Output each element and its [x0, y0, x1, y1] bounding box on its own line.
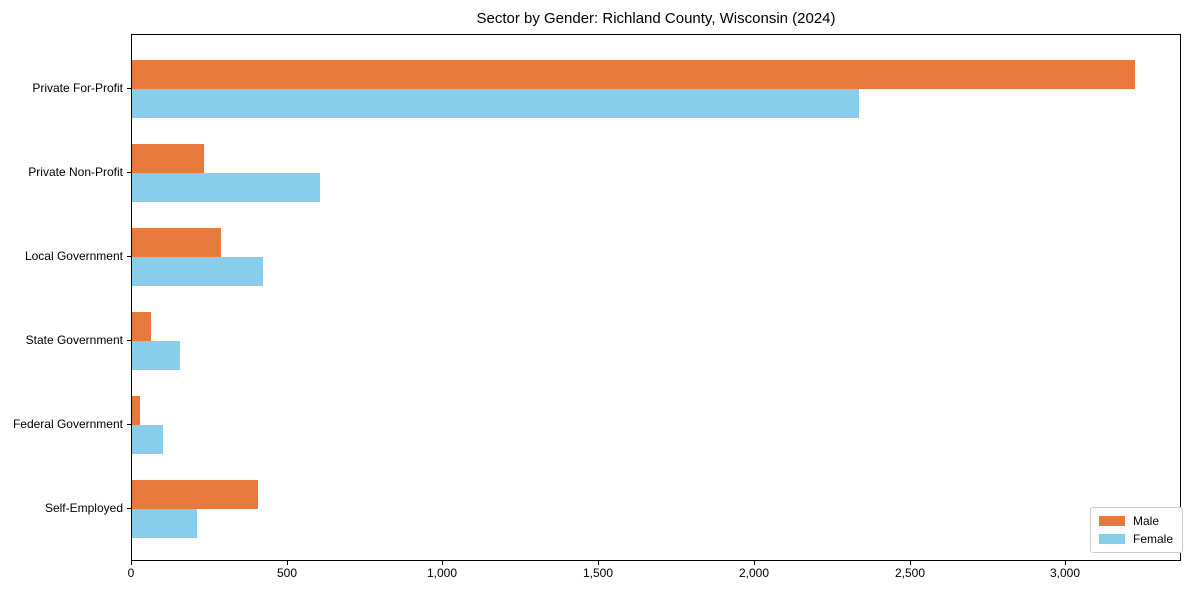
x-tick-mark — [754, 561, 755, 565]
y-tick-mark — [127, 508, 131, 509]
legend-label-female: Female — [1133, 532, 1174, 546]
bar-female-private-for-profit — [132, 89, 859, 118]
y-tick-mark — [127, 256, 131, 257]
y-tick-mark — [127, 340, 131, 341]
y-axis-label-state-government: State Government — [25, 333, 123, 347]
y-axis-label-private-for-profit: Private For-Profit — [32, 81, 123, 95]
bar-male-state-government — [132, 312, 151, 341]
bar-female-state-government — [132, 341, 180, 370]
plot-area — [131, 34, 1181, 561]
x-tick-mark — [131, 561, 132, 565]
bar-female-local-government — [132, 257, 263, 286]
x-tick-mark — [910, 561, 911, 565]
x-tick-label: 1,500 — [582, 566, 614, 580]
y-tick-mark — [127, 172, 131, 173]
bar-male-local-government — [132, 228, 221, 257]
y-axis-label-federal-government: Federal Government — [12, 417, 123, 431]
x-tick-label: 2,500 — [894, 566, 926, 580]
y-axis-label-self-employed: Self-Employed — [44, 501, 123, 515]
y-axis-label-local-government: Local Government — [24, 249, 123, 263]
x-tick-label: 500 — [276, 566, 298, 580]
bar-female-private-non-profit — [132, 173, 320, 202]
y-tick-mark — [127, 424, 131, 425]
female-series-swatch — [1099, 534, 1125, 544]
y-tick-mark — [127, 88, 131, 89]
y-axis-label-private-non-profit: Private Non-Profit — [28, 165, 123, 179]
x-tick-label: 3,000 — [1049, 566, 1081, 580]
x-tick-mark — [287, 561, 288, 565]
bar-male-private-for-profit — [132, 60, 1135, 89]
bar-female-federal-government — [132, 425, 163, 454]
x-tick-label: 2,000 — [738, 566, 770, 580]
bar-male-self-employed — [132, 480, 258, 509]
x-tick-mark — [442, 561, 443, 565]
bar-male-federal-government — [132, 396, 140, 425]
chart-title: Sector by Gender: Richland County, Wisco… — [476, 10, 836, 27]
legend: Male Female — [1090, 507, 1184, 553]
bar-male-private-non-profit — [132, 144, 204, 173]
legend-label-male: Male — [1133, 514, 1160, 528]
male-series-swatch — [1099, 516, 1125, 526]
x-tick-mark — [1065, 561, 1066, 565]
bar-female-self-employed — [132, 509, 197, 538]
legend-item-male: Male — [1099, 514, 1173, 528]
x-tick-mark — [598, 561, 599, 565]
x-tick-label: 0 — [127, 566, 135, 580]
legend-item-female: Female — [1099, 532, 1173, 546]
x-tick-label: 1,000 — [426, 566, 458, 580]
